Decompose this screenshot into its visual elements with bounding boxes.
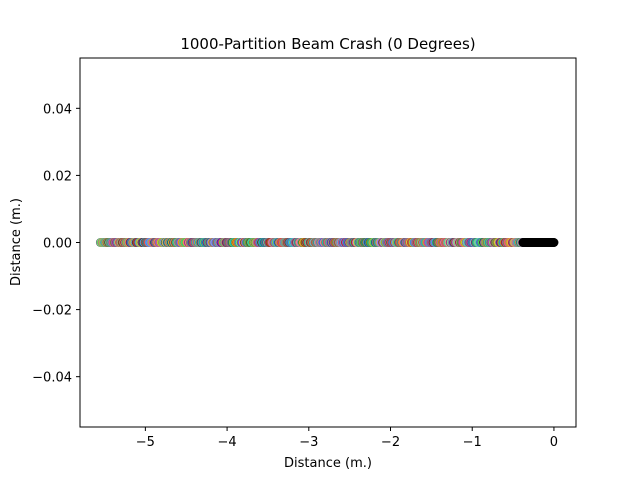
y-tick-label: −0.04	[32, 371, 72, 386]
x-tick-label: −3	[299, 435, 318, 450]
y-tick-label: −0.02	[32, 304, 72, 319]
y-tick-label: 0.00	[43, 237, 72, 252]
x-tick-label: −1	[463, 435, 482, 450]
plot-frame	[79, 57, 577, 428]
x-tick-label: −5	[136, 435, 155, 450]
x-tick-label: 0	[550, 435, 558, 450]
y-axis-ticks: −0.04 −0.02 0.00 0.02 0.04	[32, 102, 80, 386]
y-tick-label: 0.02	[43, 169, 72, 184]
x-axis-ticks: −5 −4 −3 −2 −1 0	[136, 427, 558, 450]
data-point	[549, 238, 559, 247]
x-tick-label: −2	[381, 435, 400, 450]
data-points	[95, 238, 559, 247]
y-tick-label: 0.04	[43, 102, 72, 117]
chart-title: 1000-Partition Beam Crash (0 Degrees)	[180, 35, 475, 53]
y-axis-title: Distance (m.)	[9, 198, 24, 286]
x-tick-label: −4	[217, 435, 236, 450]
x-axis-title: Distance (m.)	[284, 456, 372, 471]
